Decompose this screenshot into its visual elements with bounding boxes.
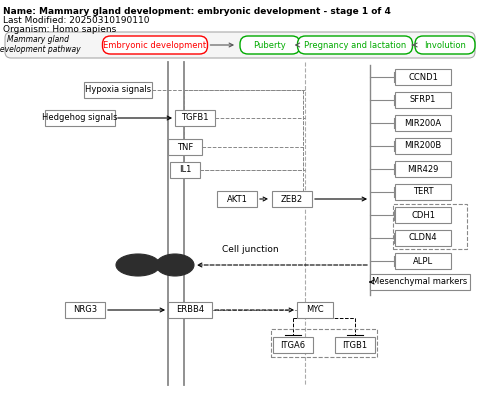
- Text: CCND1: CCND1: [408, 73, 438, 81]
- FancyBboxPatch shape: [395, 230, 451, 246]
- Text: Involution: Involution: [424, 41, 466, 49]
- Text: SFRP1: SFRP1: [410, 95, 436, 105]
- Text: ZEB2: ZEB2: [281, 194, 303, 203]
- FancyBboxPatch shape: [5, 32, 475, 58]
- FancyBboxPatch shape: [395, 207, 451, 223]
- FancyBboxPatch shape: [272, 191, 312, 207]
- FancyBboxPatch shape: [298, 36, 412, 54]
- Text: Name: Mammary gland development: embryonic development - stage 1 of 4: Name: Mammary gland development: embryon…: [3, 7, 391, 16]
- Text: TERT: TERT: [413, 188, 433, 196]
- Text: development pathway: development pathway: [0, 45, 81, 53]
- FancyBboxPatch shape: [297, 302, 333, 318]
- FancyBboxPatch shape: [240, 36, 300, 54]
- Text: MIR200B: MIR200B: [404, 142, 442, 150]
- Text: MYC: MYC: [306, 306, 324, 314]
- FancyBboxPatch shape: [395, 115, 451, 131]
- FancyBboxPatch shape: [370, 274, 470, 290]
- FancyBboxPatch shape: [217, 191, 257, 207]
- Text: Cell junction: Cell junction: [222, 245, 278, 255]
- Text: Pregnancy and lactation: Pregnancy and lactation: [304, 41, 406, 49]
- FancyBboxPatch shape: [395, 184, 451, 200]
- Text: TGFB1: TGFB1: [181, 113, 209, 122]
- Text: CDH1: CDH1: [411, 211, 435, 219]
- FancyBboxPatch shape: [395, 253, 451, 269]
- Text: TNF: TNF: [177, 142, 193, 152]
- FancyBboxPatch shape: [45, 110, 115, 126]
- FancyBboxPatch shape: [273, 337, 313, 353]
- FancyBboxPatch shape: [168, 302, 212, 318]
- Text: Last Modified: 20250310190110: Last Modified: 20250310190110: [3, 16, 149, 25]
- Text: Hypoxia signals: Hypoxia signals: [85, 85, 151, 95]
- FancyBboxPatch shape: [395, 92, 451, 108]
- Text: MIR200A: MIR200A: [405, 119, 442, 128]
- FancyBboxPatch shape: [415, 36, 475, 54]
- Text: Mesenchymal markers: Mesenchymal markers: [372, 277, 468, 286]
- FancyBboxPatch shape: [84, 82, 152, 98]
- Text: ALPL: ALPL: [413, 257, 433, 265]
- Text: NRG3: NRG3: [73, 306, 97, 314]
- Text: Hedgehog signals: Hedgehog signals: [42, 113, 118, 122]
- Text: Organism: Homo sapiens: Organism: Homo sapiens: [3, 25, 116, 34]
- Text: Mammary gland: Mammary gland: [7, 36, 69, 45]
- FancyBboxPatch shape: [395, 161, 451, 177]
- Ellipse shape: [116, 254, 160, 276]
- Text: CLDN4: CLDN4: [408, 233, 437, 243]
- FancyBboxPatch shape: [103, 36, 207, 54]
- FancyBboxPatch shape: [168, 139, 202, 155]
- Text: Puberty: Puberty: [253, 41, 287, 49]
- FancyBboxPatch shape: [395, 69, 451, 85]
- Ellipse shape: [156, 254, 194, 276]
- Text: AKT1: AKT1: [227, 194, 247, 203]
- FancyBboxPatch shape: [65, 302, 105, 318]
- Text: Embryonic development: Embryonic development: [103, 41, 206, 49]
- Text: ITGB1: ITGB1: [342, 340, 368, 350]
- FancyBboxPatch shape: [170, 162, 200, 178]
- FancyBboxPatch shape: [335, 337, 375, 353]
- Text: ERBB4: ERBB4: [176, 306, 204, 314]
- FancyBboxPatch shape: [395, 138, 451, 154]
- Text: ITGA6: ITGA6: [280, 340, 306, 350]
- Text: MIR429: MIR429: [408, 164, 439, 174]
- Text: IL1: IL1: [179, 166, 191, 174]
- FancyBboxPatch shape: [175, 110, 215, 126]
